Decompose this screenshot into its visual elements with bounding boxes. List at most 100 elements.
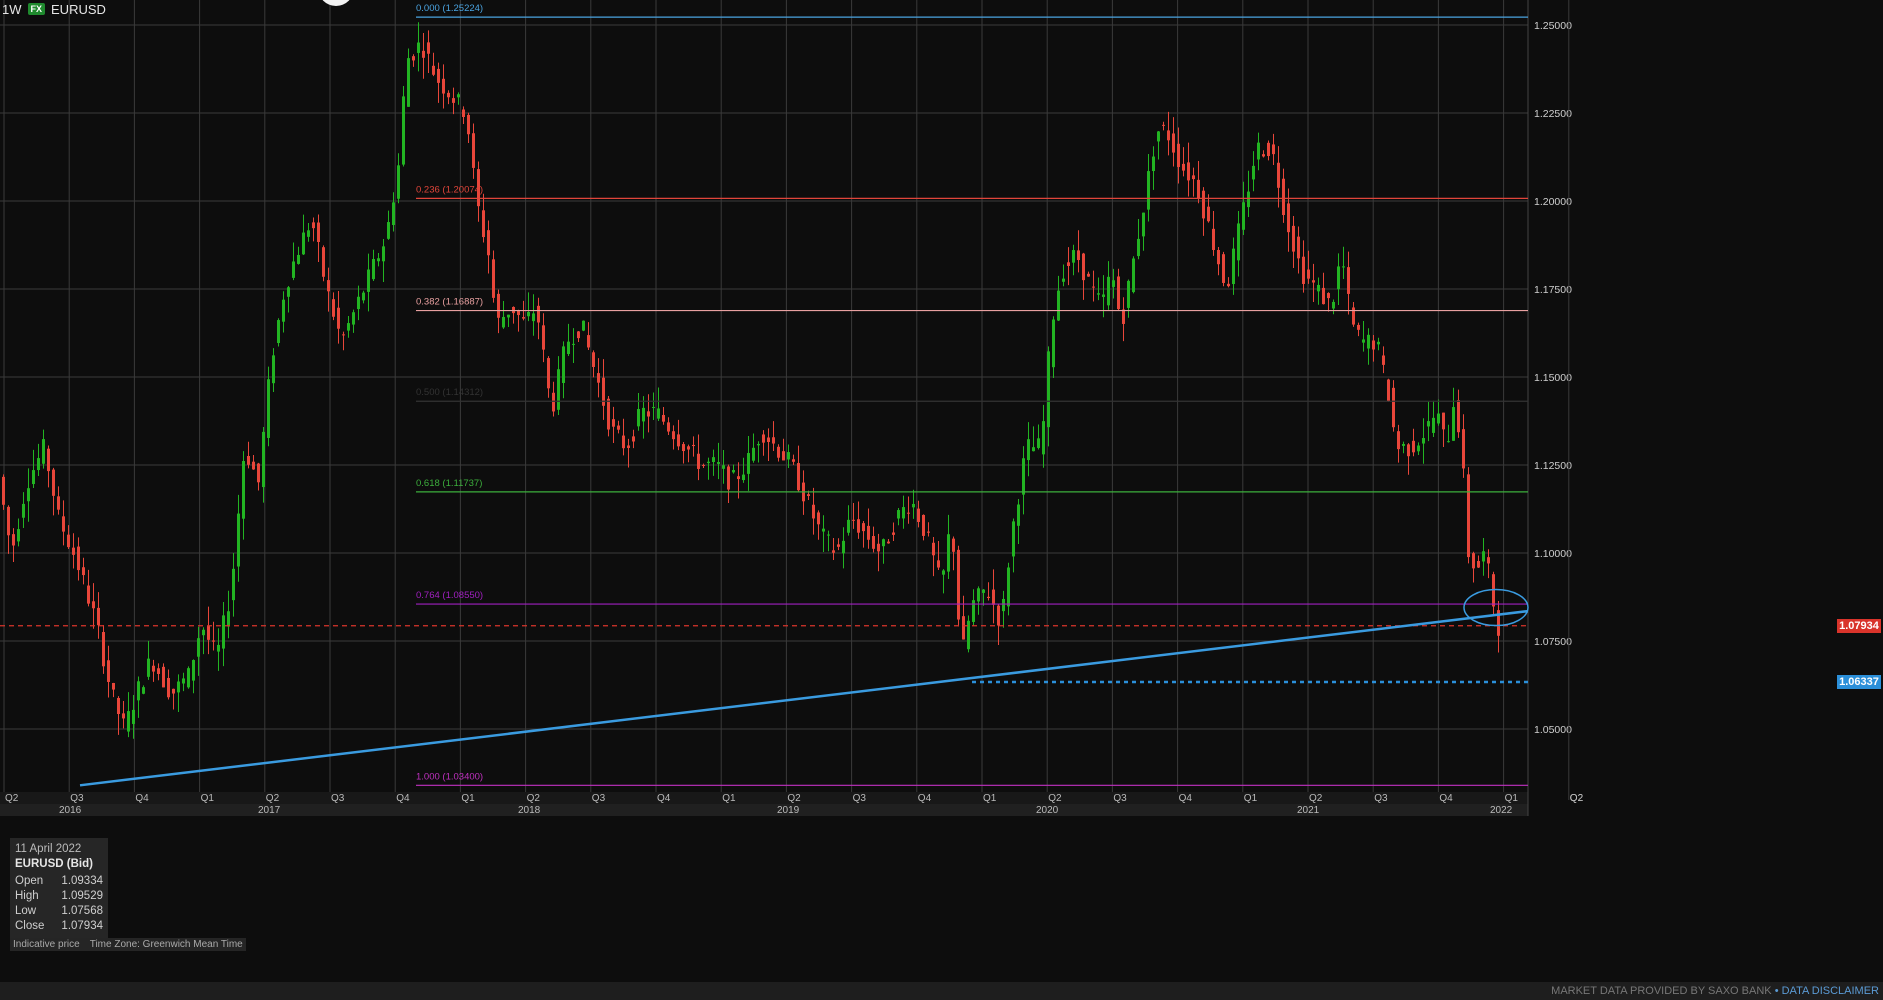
candle-body: [172, 688, 175, 694]
candle-body: [1097, 293, 1100, 295]
candle-body: [82, 567, 85, 576]
candle-body: [857, 519, 860, 533]
candle-body: [1257, 142, 1260, 160]
candle-body: [1377, 341, 1380, 345]
candle-body: [527, 312, 530, 317]
candle-body: [1192, 175, 1195, 180]
quarter-label: Q2: [1048, 793, 1062, 804]
candle-body: [272, 355, 275, 384]
candle-body: [1232, 248, 1235, 285]
candle-body: [812, 504, 815, 519]
candle-body: [1332, 301, 1335, 309]
candle-body: [927, 531, 930, 533]
candle-body: [822, 528, 825, 532]
candle-body: [362, 292, 365, 301]
candle-body: [887, 541, 890, 544]
candle-body: [1392, 387, 1395, 428]
candle-body: [162, 666, 165, 688]
candle-body: [1287, 203, 1290, 233]
candle-body: [1107, 276, 1110, 306]
candle-body: [117, 698, 120, 714]
y-tick-label: 1.15000: [1534, 372, 1572, 384]
fib-level-label: 0.618 (1.11737): [416, 478, 482, 489]
candle-body: [552, 392, 555, 412]
infobox-row-low: Low 1.07568: [15, 905, 103, 917]
candle-body: [692, 444, 695, 447]
candle-body: [1207, 206, 1210, 222]
fib-level-label: 1.000 (1.03400): [416, 771, 483, 782]
candle-body: [177, 681, 180, 693]
candle-body: [717, 462, 720, 464]
candle-body: [667, 422, 670, 432]
quarter-label: Q4: [135, 793, 149, 804]
candle-body: [917, 508, 920, 522]
fib-level-label: 0.236 (1.20074): [416, 184, 483, 195]
candle-body: [1237, 223, 1240, 261]
candle-body: [372, 259, 375, 280]
candle-body: [912, 503, 915, 508]
candle-body: [32, 470, 35, 485]
circle-icon[interactable]: [318, 0, 354, 6]
candle-body: [67, 534, 70, 548]
candle-body: [612, 419, 615, 427]
candle-body: [1147, 171, 1150, 210]
candle-body: [472, 133, 475, 168]
candle-body: [817, 512, 820, 525]
candle-body: [597, 373, 600, 383]
candle-body: [427, 42, 430, 54]
candle-body: [1202, 190, 1205, 219]
candle-body: [1052, 319, 1055, 368]
candle-body: [22, 503, 25, 518]
candle-body: [1067, 262, 1070, 266]
candle-body: [1272, 144, 1275, 155]
symbol-label[interactable]: EURUSD: [51, 1, 106, 17]
candle-body: [742, 474, 745, 481]
candle-body: [1162, 124, 1165, 126]
timezone-label: Time Zone: Greenwich Mean Time: [89, 939, 243, 950]
candle-body: [987, 596, 990, 598]
candle-body: [1427, 421, 1430, 427]
candle-body: [632, 436, 635, 442]
candle-body: [682, 444, 685, 452]
candle-body: [872, 536, 875, 549]
candle-body: [212, 640, 215, 642]
candle-body: [1437, 413, 1440, 424]
candle-body: [847, 519, 850, 533]
candle-body: [432, 65, 435, 75]
candle-body: [1157, 131, 1160, 142]
candle-body: [497, 293, 500, 318]
candle-body: [1247, 191, 1250, 208]
candle-body: [792, 459, 795, 462]
candle-body: [367, 269, 370, 292]
candle-body: [567, 341, 570, 354]
candle-body: [167, 677, 170, 698]
candle-body: [392, 202, 395, 225]
candle-body: [457, 94, 460, 98]
timeframe-label[interactable]: 1W: [2, 1, 22, 17]
x-axis-quarter-band: [0, 792, 1528, 804]
candle-body: [267, 379, 270, 438]
candle-body: [952, 538, 955, 552]
candle-body: [572, 343, 575, 345]
candle-body: [732, 470, 735, 473]
candle-body: [1047, 351, 1050, 428]
infobox-symbol: EURUSD (Bid): [15, 858, 93, 870]
year-label: 2021: [1297, 805, 1320, 816]
candle-body: [947, 534, 950, 572]
candle-body: [197, 638, 200, 657]
candle-body: [1302, 256, 1305, 284]
candle-body: [1012, 521, 1015, 557]
data-disclaimer-link[interactable]: DATA DISCLAIMER: [1781, 985, 1879, 997]
candle-body: [347, 323, 350, 331]
candle-body: [322, 247, 325, 277]
highlight-circle: [1463, 588, 1529, 627]
fib-level-label: 0.500 (1.14312): [416, 387, 483, 398]
candle-body: [1342, 266, 1345, 268]
candle-body: [1222, 254, 1225, 283]
support-price-tag: 1.06337: [1837, 674, 1881, 689]
candle-body: [892, 532, 895, 535]
candle-body: [1407, 444, 1410, 457]
candle-body: [1092, 286, 1095, 288]
quarter-tick-label: Q2: [1570, 793, 1584, 804]
